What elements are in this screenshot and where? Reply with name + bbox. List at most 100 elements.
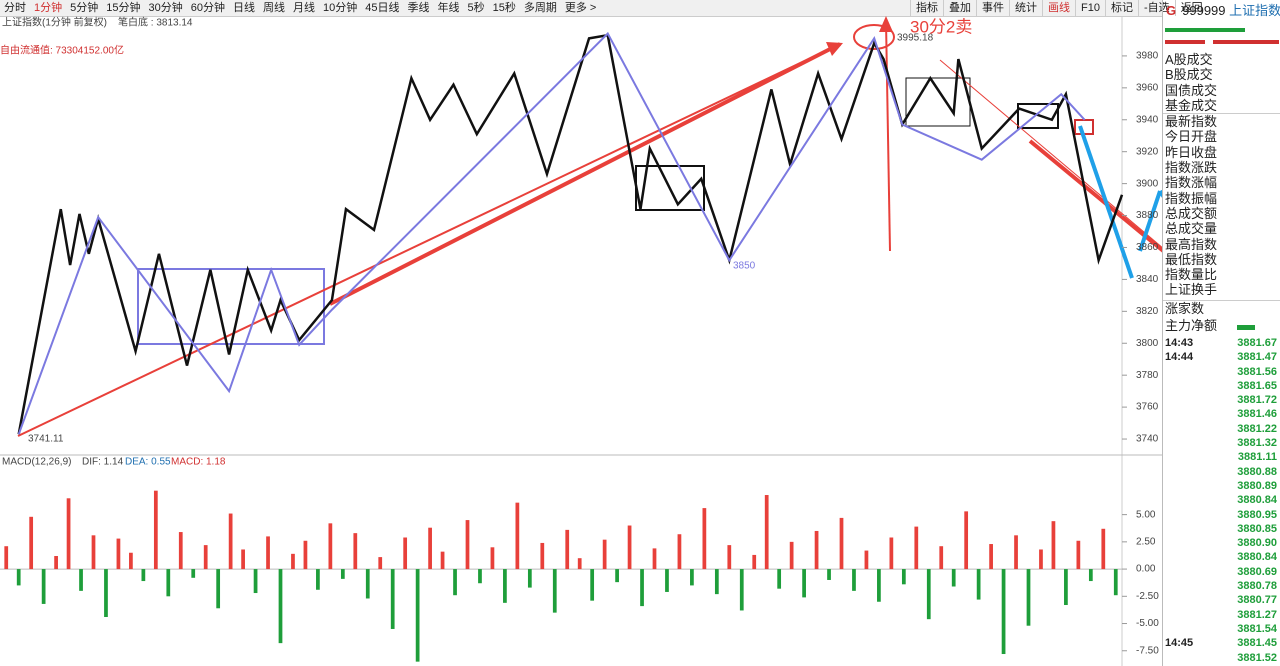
period-tab[interactable]: 更多 > [564,2,597,14]
quote-label: 最高指数 [1165,236,1218,252]
tick-price: 3880.78 [1237,580,1277,593]
macd-bar [428,527,432,570]
tick-time: 14:45 [1165,637,1194,650]
tool-button[interactable]: 标记 [1104,0,1138,16]
macd-bar [4,546,9,570]
float-value: 自由流通值: 73304152.00亿 [0,44,124,57]
macd-bar [565,529,570,570]
quote-header: G 999999 上证指数 [1163,0,1280,22]
trend-arrow [329,42,841,306]
tick-time [1163,436,1165,450]
tick-time [1163,622,1165,636]
period-tab[interactable]: 15秒 [492,2,516,14]
trend-line [939,59,1162,248]
tick-time [1163,508,1165,522]
macd-bar [153,490,158,570]
macd-bar [602,539,607,570]
period-tab[interactable]: 5秒 [467,2,485,14]
tick-row: 3880.90 [1163,536,1280,550]
macd-bar [203,545,208,570]
period-tab[interactable]: 多周期 [523,2,557,14]
tool-button[interactable]: 返回 [1174,0,1208,16]
macd-dif: DIF: 1.14 [82,457,124,468]
period-tab[interactable]: 45日线 [365,2,400,14]
y-tick-label: 3880 [1136,210,1159,221]
tool-button[interactable]: 指标 [910,0,943,16]
quote-label: 最新指数 [1163,113,1280,129]
macd-bar [266,536,270,570]
tick-time [1163,565,1165,579]
period-tab[interactable]: 30分钟 [148,2,183,14]
quote-label: 国债成交 [1165,82,1218,98]
tick-row: 3881.46 [1163,407,1280,421]
tool-button[interactable]: 统计 [1009,0,1042,16]
macd-bar [752,554,757,570]
macd-bar [241,549,245,570]
tick-price: 3881.72 [1237,394,1277,407]
period-tab[interactable]: 1分钟 [34,2,63,14]
tool-button[interactable]: 叠加 [943,0,976,16]
tick-row: 3880.84 [1163,493,1280,507]
macd-bar [552,569,557,613]
macd-bar [166,569,171,597]
period-tab[interactable]: 60分钟 [190,2,225,14]
side-panel: G 999999 上证指数 A股成交 B股成交 国债成交 基金成交 最新指数 今日开盘 昨日收… [1162,0,1280,666]
y-tick-label: 3960 [1136,82,1159,93]
quote-label: 总成交额 [1165,205,1218,221]
period-tab[interactable]: 年线 [437,2,460,14]
tick-time [1163,651,1165,665]
macd-bar [1051,521,1056,570]
tick-price: 3881.47 [1237,351,1277,364]
period-tab[interactable]: 分时 [4,2,26,14]
macd-bar [964,511,969,570]
period-tab[interactable]: 季线 [407,2,430,14]
macd-bar [727,545,732,570]
macd-bar [415,569,420,662]
quote-label: B股成交 [1165,67,1213,83]
y-tick-label: 3760 [1136,402,1159,413]
macd-bar [577,558,582,570]
tick-row: 3880.88 [1163,465,1280,479]
tick-row: 3880.85 [1163,522,1280,536]
macd-bar [503,569,507,603]
tick-row: 3881.27 [1163,608,1280,622]
period-tab[interactable]: 10分钟 [323,2,358,14]
indicator: 笔白底 : 3813.14 [118,16,193,29]
quote-label: 总成交量 [1165,221,1218,237]
tool-button[interactable]: F10 [1075,0,1105,16]
tick-row: 3880.77 [1163,593,1280,607]
tick-price: 3881.22 [1237,422,1277,435]
tool-button[interactable]: -自选 [1137,0,1175,16]
macd-bar [989,544,993,570]
y-tick-label: 3740 [1136,434,1159,445]
macd-bar [1101,528,1106,570]
tool-button[interactable]: 事件 [976,0,1009,16]
tick-time: 14:43 [1165,337,1194,349]
tick-price: 3881.56 [1237,365,1277,378]
macd-bar [1076,540,1081,570]
tick-price: 3881.27 [1237,608,1277,621]
tick-time [1163,422,1165,436]
macd-bar [939,546,944,570]
macd-value: MACD: 1.18 [171,457,226,468]
macd-bar [1039,549,1043,570]
macd-bar [66,498,71,570]
tool-button[interactable]: 画线 [1042,0,1075,16]
macd-bar [191,569,196,578]
macd-bar [951,569,956,587]
index-name: 上证指数 [1229,3,1280,18]
period-tab[interactable]: 月线 [293,2,315,14]
quote-label: 指数涨跌 [1165,160,1218,176]
tick-price: 3880.84 [1237,494,1277,507]
period-tab[interactable]: 日线 [233,2,255,14]
trend-arrow [1138,190,1162,252]
macd-bar [29,516,34,570]
main-net: 主力净额 [1163,318,1280,333]
period-tab[interactable]: 周线 [263,2,285,14]
tick-time [1163,365,1165,379]
period-tab[interactable]: 5分钟 [70,2,99,14]
tick-time [1163,522,1165,536]
period-tab[interactable]: 15分钟 [106,2,141,14]
tick-time [1163,593,1165,607]
macd-bar [789,541,794,570]
